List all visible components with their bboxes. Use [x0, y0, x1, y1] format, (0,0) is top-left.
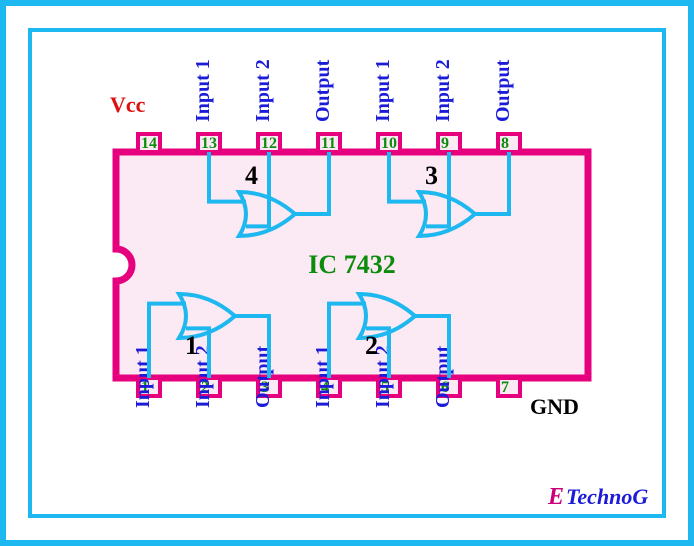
pin-num-8: 8: [501, 135, 509, 152]
ic-diagram: 14Vcc13Input 112Input 211Output10Input 1…: [28, 28, 666, 518]
pin-label-11: Output: [312, 59, 334, 122]
logo-e: E: [547, 484, 564, 510]
logo-rest: TechnoG: [566, 484, 648, 509]
pin-label-9: Input 2: [432, 59, 454, 122]
pin-num-12: 12: [261, 135, 277, 152]
gate-num-3: 3: [425, 161, 438, 190]
gate-num-4: 4: [245, 161, 258, 190]
pin-num-7: 7: [501, 379, 509, 396]
pin-label-13: Input 1: [192, 59, 214, 122]
pin-label-8: Output: [492, 59, 514, 122]
pin-num-11: 11: [321, 135, 336, 152]
pin-label-10: Input 1: [372, 59, 394, 122]
gate-num-1: 1: [185, 331, 198, 360]
pin-num-13: 13: [201, 135, 217, 152]
pin-num-9: 9: [441, 135, 449, 152]
ic-name: IC 7432: [308, 250, 395, 279]
label-vcc: Vcc: [110, 92, 146, 117]
pin-label-12: Input 2: [252, 59, 274, 122]
label-gnd: GND: [530, 394, 579, 419]
pin-num-10: 10: [381, 135, 397, 152]
pin-num-14: 14: [141, 135, 157, 152]
gate-num-2: 2: [365, 331, 378, 360]
